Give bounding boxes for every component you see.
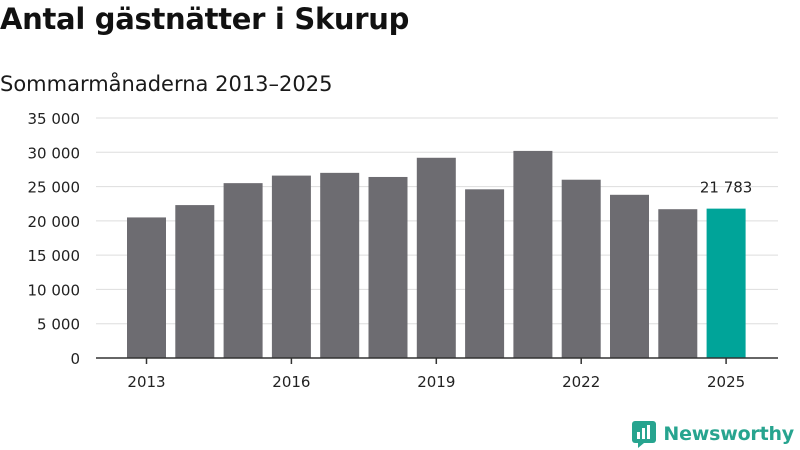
chart-title: Antal gästnätter i Skurup bbox=[0, 2, 410, 36]
bar bbox=[513, 150, 553, 358]
brand-logo: Newsworthy bbox=[631, 419, 794, 449]
y-tick-label: 35 000 bbox=[28, 110, 81, 128]
y-tick-label: 15 000 bbox=[28, 247, 81, 265]
y-tick-label: 0 bbox=[70, 350, 80, 368]
bar bbox=[658, 209, 698, 358]
bar bbox=[127, 217, 166, 358]
x-tick-label: 2022 bbox=[562, 373, 600, 391]
y-tick-label: 25 000 bbox=[28, 179, 81, 197]
y-tick-label: 30 000 bbox=[28, 144, 81, 162]
bar bbox=[610, 194, 649, 358]
x-tick-label: 2025 bbox=[707, 373, 745, 391]
y-tick-label: 5 000 bbox=[37, 316, 80, 334]
bar bbox=[223, 183, 263, 358]
bar bbox=[271, 175, 311, 358]
bar bbox=[706, 208, 746, 358]
y-tick-label: 20 000 bbox=[28, 213, 81, 231]
bar bbox=[175, 205, 215, 358]
bar bbox=[416, 157, 456, 358]
bar bbox=[368, 176, 408, 358]
brand-name: Newsworthy bbox=[663, 423, 794, 445]
y-tick-label: 10 000 bbox=[28, 281, 81, 299]
x-tick-label: 2016 bbox=[272, 373, 310, 391]
newsworthy-logo-icon bbox=[632, 421, 657, 448]
x-tick-label: 2013 bbox=[127, 373, 165, 391]
data-label: 21 783 bbox=[700, 179, 753, 197]
bar bbox=[320, 172, 360, 358]
x-tick-label: 2019 bbox=[417, 373, 455, 391]
bar bbox=[561, 179, 601, 358]
chart-subtitle: Sommarmånaderna 2013–2025 bbox=[0, 72, 333, 96]
bar bbox=[465, 189, 505, 358]
